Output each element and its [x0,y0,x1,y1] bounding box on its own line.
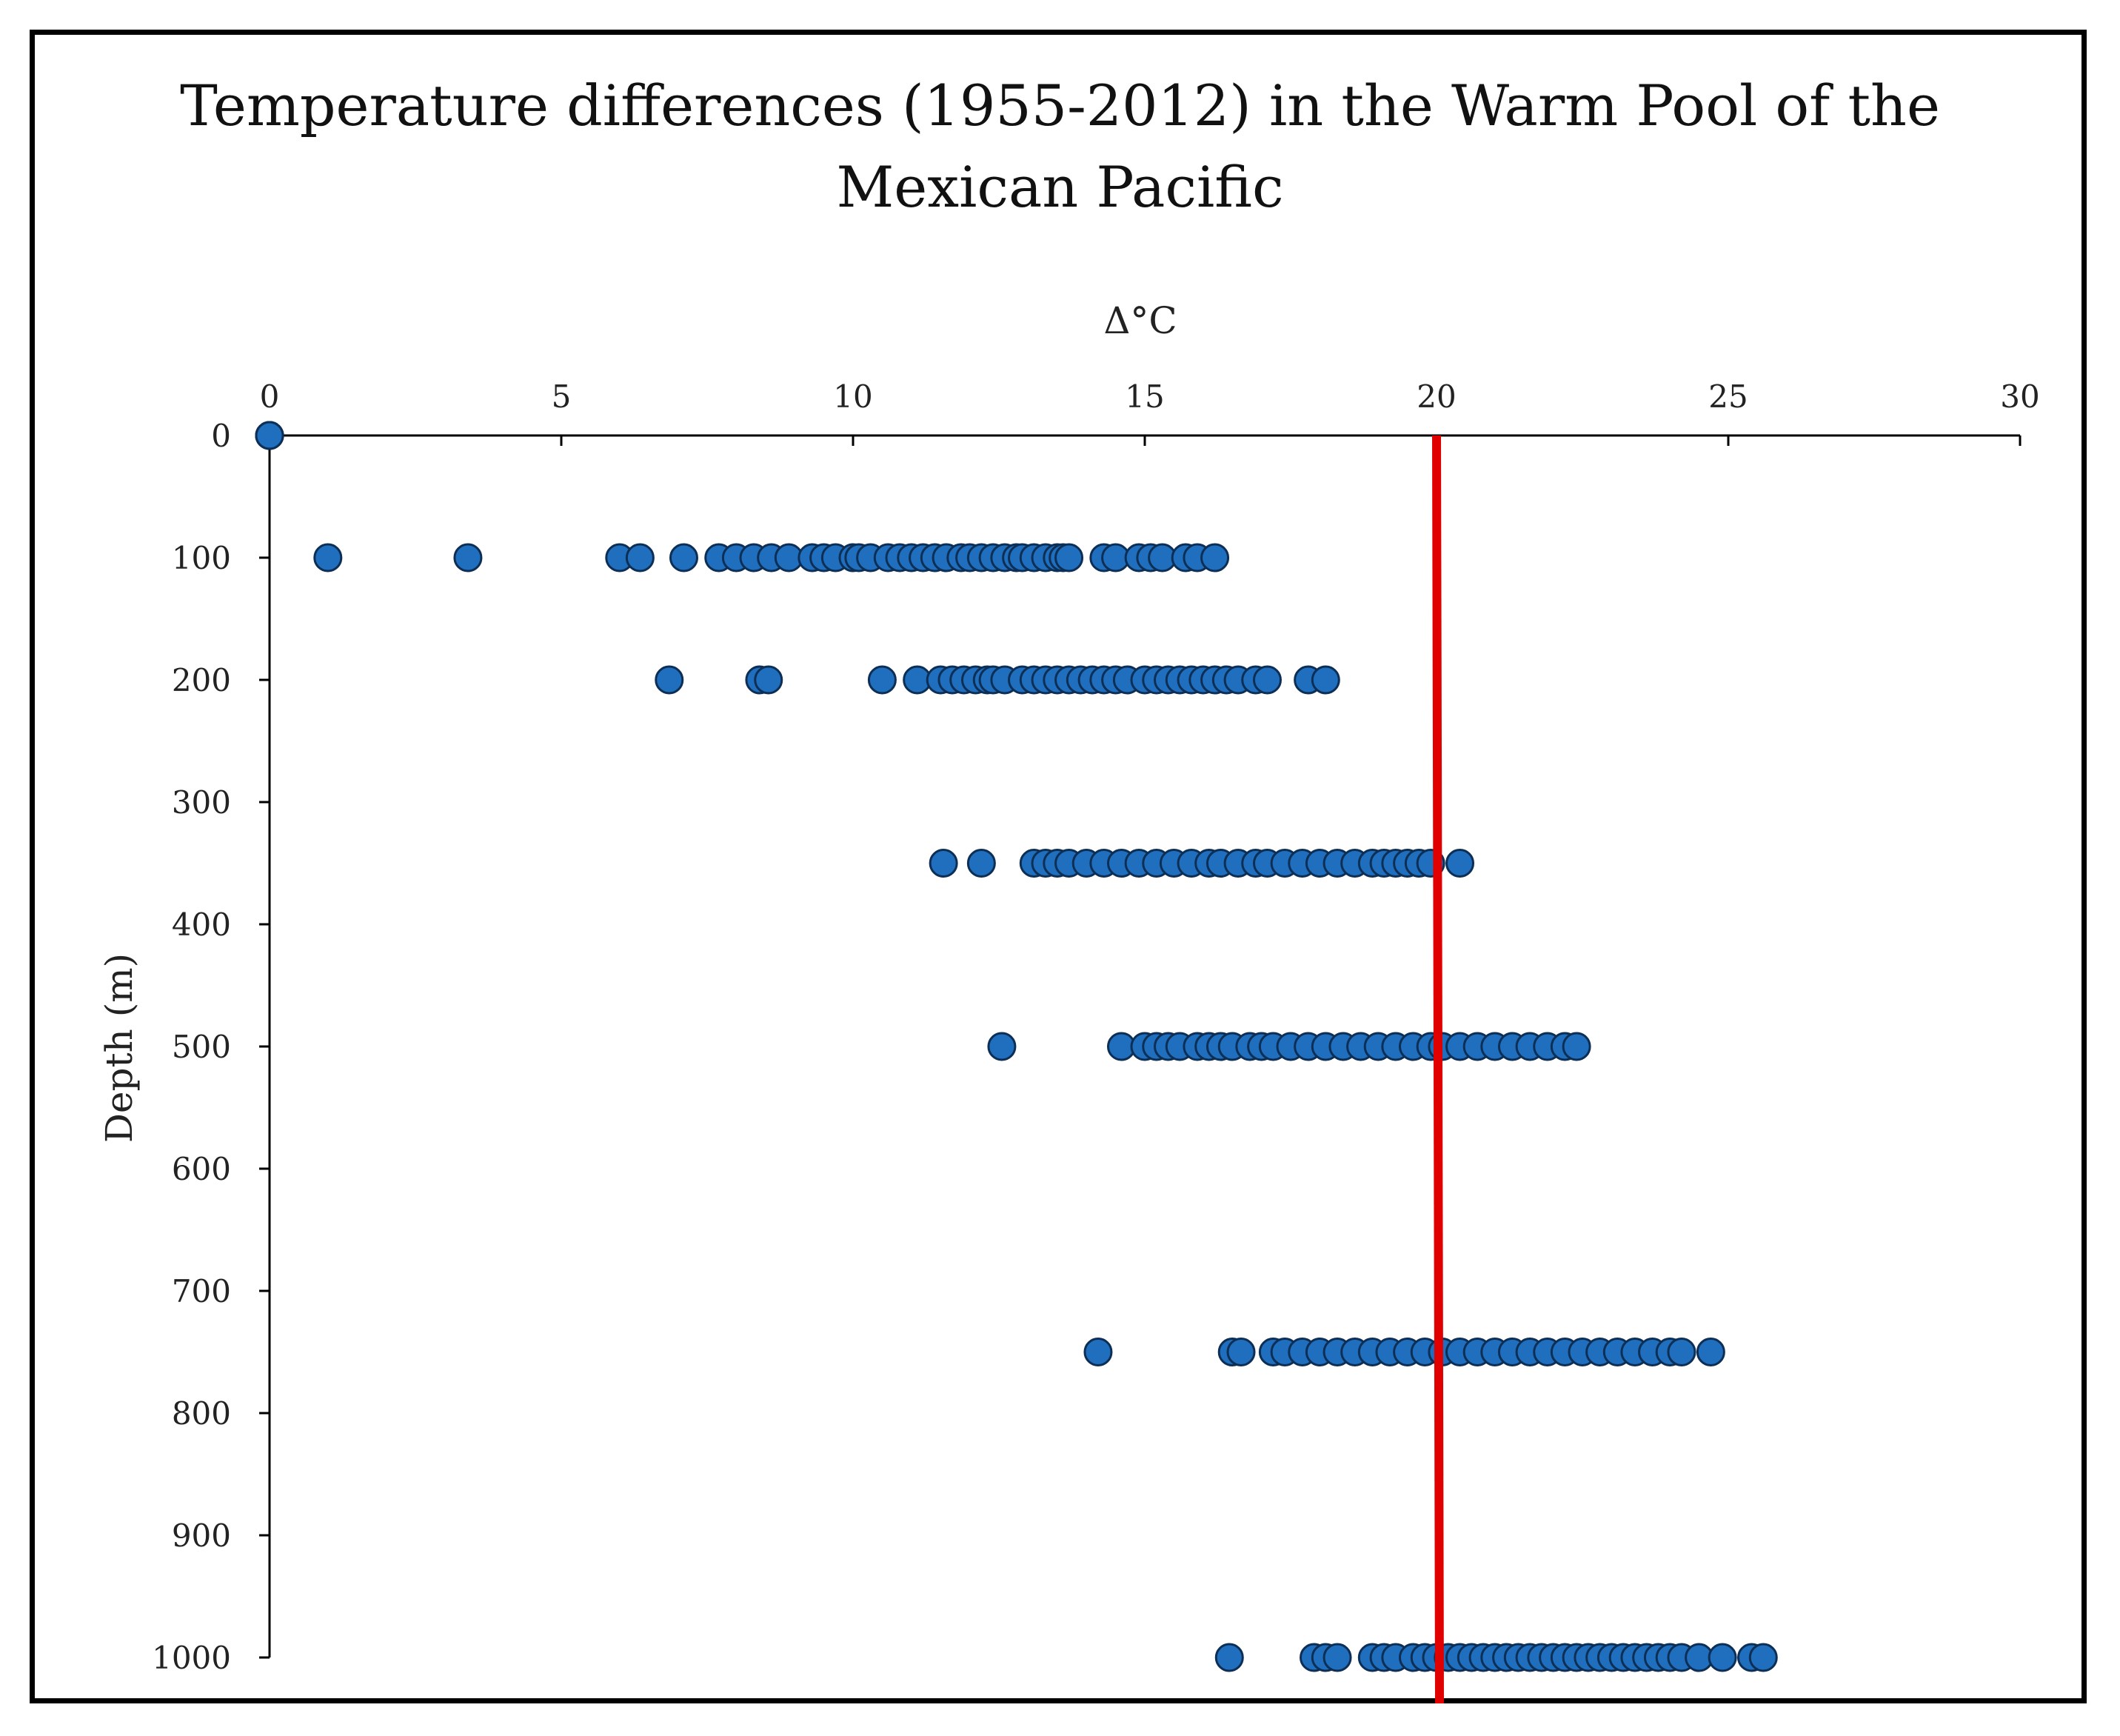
x-tick-label: 30 [2000,378,2039,415]
data-point [1311,665,1340,695]
y-tick-label: 500 [172,1029,231,1065]
y-tick-label: 600 [172,1151,231,1187]
data-point [1748,1643,1778,1672]
x-tick-label: 20 [1417,378,1456,415]
x-tick-label: 10 [833,378,872,415]
data-point [1054,543,1084,572]
data-point [966,849,996,878]
y-tick-label: 1000 [152,1640,231,1676]
data-point [453,543,483,572]
y-axis-title: Depth (m) [98,953,141,1143]
data-point [669,543,698,572]
data-point [625,543,655,572]
data-point [1200,543,1230,572]
data-point [987,1032,1017,1061]
data-point [929,849,958,878]
y-tick-label: 900 [172,1518,231,1554]
y-tick-label: 800 [172,1395,231,1432]
x-tick-label: 25 [1708,378,1748,415]
x-tick-label: 0 [260,378,280,415]
data-point [1214,1643,1244,1672]
reference-line-group [1432,435,1444,1704]
data-point [867,665,897,695]
data-point [1445,849,1475,878]
data-points [255,421,1778,1672]
data-point [655,665,684,695]
chart-title-line-1: Temperature differences (1955-2012) in t… [180,73,1940,138]
data-point [313,543,343,572]
chart-title-line-2: Mexican Pacific [836,154,1284,220]
data-point [1323,1643,1352,1672]
y-tick-label: 400 [172,907,231,943]
data-point [1562,1032,1591,1061]
data-point [1226,1338,1256,1366]
tick-labels: 0 5 10 15 20 25 300100200300400500600700800900… [152,378,2040,1676]
data-point [1252,665,1282,695]
y-tick-label: 100 [172,540,231,576]
data-point [255,421,284,450]
data-point [1696,1338,1725,1366]
y-tick-label: 0 [211,418,231,454]
data-point [1667,1338,1696,1366]
data-point [754,665,783,695]
y-tick-label: 700 [172,1273,231,1309]
reference-line [1432,435,1444,1704]
x-axis-title: Δ°C [1103,299,1177,342]
data-point [1083,1338,1113,1366]
y-tick-label: 300 [172,784,231,821]
x-tick-label: 15 [1125,378,1164,415]
x-tick-label: 5 [552,378,572,415]
chart-title: Temperature differences (1955-2012) in t… [0,65,2120,228]
y-tick-label: 200 [172,662,231,698]
data-point [1708,1643,1737,1672]
